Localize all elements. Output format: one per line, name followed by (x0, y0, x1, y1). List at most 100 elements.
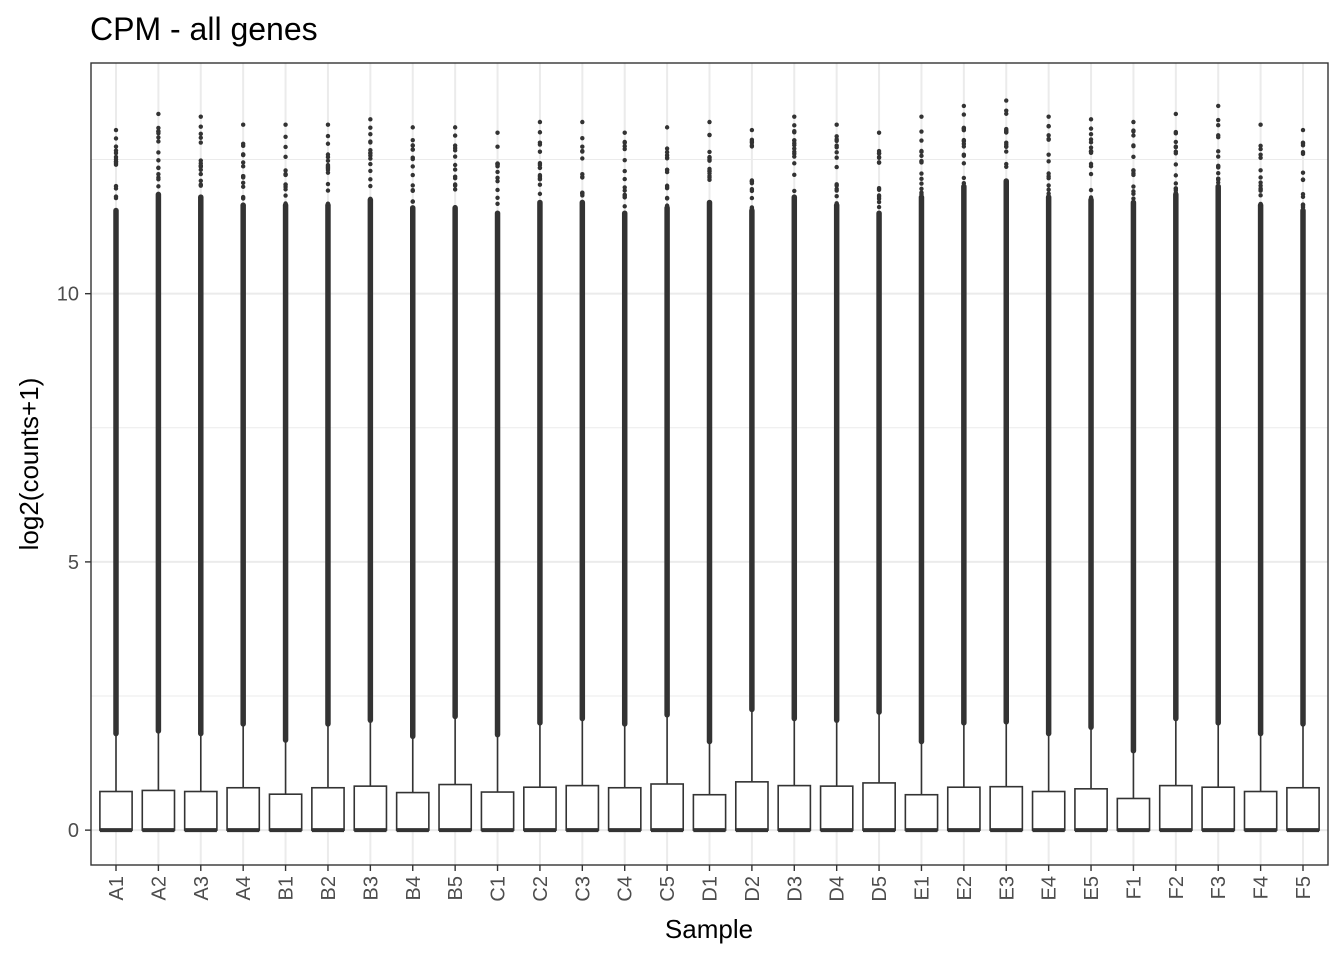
x-tick-label: A4 (233, 876, 255, 900)
outlier-point (1173, 151, 1179, 156)
outlier-point (198, 131, 203, 137)
outlier-point (1258, 143, 1263, 148)
x-tick-label: B3 (360, 876, 382, 900)
outlier-point (834, 194, 839, 199)
outlier-point (1046, 176, 1051, 181)
outlier-point (1300, 191, 1306, 197)
box (438, 783, 473, 831)
outlier-point (113, 144, 119, 149)
box (480, 791, 515, 831)
outlier-point (961, 144, 967, 149)
outlier-point (876, 160, 882, 165)
outlier-point (1216, 176, 1221, 181)
outlier-point (834, 164, 839, 170)
box-B2 (311, 122, 345, 833)
outlier-point (1300, 151, 1306, 157)
box (650, 783, 685, 831)
outlier-point (368, 183, 373, 189)
box (183, 790, 218, 831)
outlier-point (325, 188, 331, 193)
y-tick-label: 0 (68, 820, 79, 842)
box-D5 (862, 130, 896, 833)
outlier-point (792, 172, 797, 178)
x-axis-title: Sample (665, 914, 753, 944)
outlier-point (1046, 152, 1051, 157)
box (523, 786, 557, 831)
outlier-point (1004, 126, 1009, 132)
outlier-point (283, 202, 288, 207)
box (904, 793, 939, 831)
outlier-point (283, 134, 288, 139)
outlier-point (707, 155, 712, 161)
outlier-point (156, 158, 161, 163)
box-F2 (1158, 111, 1193, 833)
box (99, 790, 133, 831)
outlier-point (1216, 163, 1221, 169)
box-E1 (904, 114, 939, 833)
outlier-point (113, 183, 119, 189)
outlier-point (1088, 195, 1094, 200)
outlier-point (156, 184, 161, 189)
outlier-point (1004, 142, 1009, 147)
x-tick-label: E5 (1081, 876, 1103, 900)
outlier-point (961, 161, 967, 166)
outlier-point (664, 196, 670, 201)
x-tick-label: F4 (1251, 876, 1273, 899)
x-tick-label: C4 (615, 876, 637, 902)
box-A4 (226, 122, 261, 833)
outlier-point (410, 188, 415, 194)
outlier-point (495, 195, 500, 200)
boxes-layer (99, 98, 1320, 833)
x-tick-label: B4 (403, 876, 425, 900)
outlier-point (1004, 108, 1009, 113)
x-tick-label: C5 (657, 876, 679, 902)
outlier-point (452, 187, 458, 192)
box-F3 (1201, 103, 1236, 833)
box-D1 (692, 119, 727, 833)
outlier-point (664, 156, 670, 161)
outlier-point (156, 177, 161, 182)
outlier-point (325, 141, 331, 146)
outlier-point (664, 146, 670, 151)
outlier-point (198, 140, 203, 145)
box-E3 (989, 98, 1024, 833)
outlier-point (537, 173, 543, 178)
outlier-point (834, 122, 839, 127)
outlier-point (1216, 154, 1221, 159)
outlier-point (410, 155, 415, 160)
outlier-point (283, 172, 288, 178)
outlier-point (283, 122, 288, 127)
outlier-point (1088, 131, 1094, 137)
outlier-point (1131, 133, 1136, 138)
outlier-point (410, 164, 415, 169)
y-tick-label: 10 (57, 284, 79, 306)
outlier-point (113, 194, 119, 199)
box (1158, 784, 1193, 831)
outlier-point (198, 171, 203, 177)
outlier-point (1216, 149, 1221, 154)
outlier-point (1300, 170, 1306, 175)
outlier-point (1216, 103, 1221, 109)
outlier-point (1300, 177, 1306, 182)
box (311, 786, 345, 831)
outlier-point (537, 130, 543, 135)
outlier-point (792, 128, 797, 134)
outlier-point (1004, 98, 1009, 103)
box-B4 (395, 125, 430, 833)
outlier-point (240, 184, 246, 189)
outlier-point (1088, 163, 1094, 169)
outlier-point (495, 169, 500, 175)
outlier-point (1173, 181, 1179, 186)
outlier-point (1046, 194, 1051, 199)
outlier-point (537, 191, 543, 197)
outlier-point (240, 141, 246, 147)
outlier-point (622, 188, 627, 193)
outlier-point (664, 149, 670, 155)
outlier-point (495, 144, 500, 149)
box-F4 (1243, 122, 1278, 833)
outlier-point (325, 201, 331, 206)
x-tick-label: A3 (191, 876, 213, 900)
outlier-point (749, 195, 755, 201)
outlier-point (919, 186, 924, 191)
